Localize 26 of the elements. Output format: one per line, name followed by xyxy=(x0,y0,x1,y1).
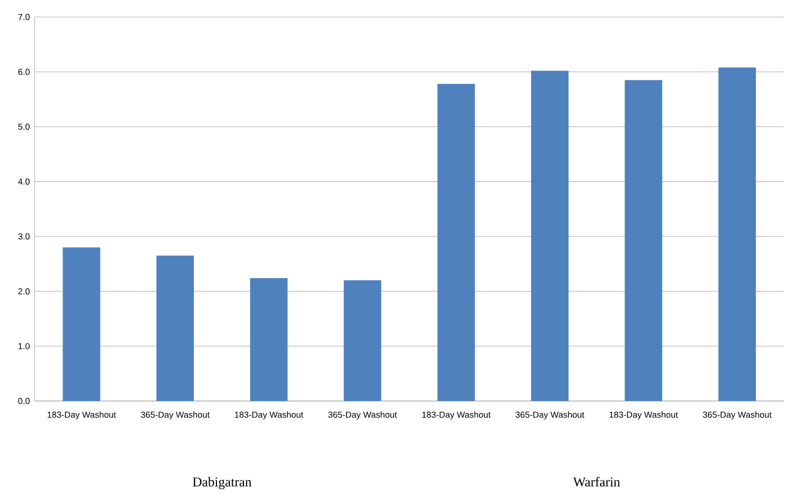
text: Dabigatran xyxy=(192,477,252,490)
y-tick-label: 1.0 xyxy=(18,343,30,350)
bar xyxy=(624,80,662,401)
bar xyxy=(718,67,756,401)
x-tick-label: 183-Day Washout xyxy=(610,411,678,420)
y-tick-label: 5.0 xyxy=(18,124,30,130)
y-tick-label: 4.0 xyxy=(18,178,30,185)
y-tick-label: 7.0 xyxy=(18,14,30,20)
y-tick-label: 6.0 xyxy=(18,68,30,75)
x-tick-label: 365-Day Washout xyxy=(328,411,397,420)
y-tick-label: 2.0 xyxy=(18,288,30,294)
y-tick-label: 3.0 xyxy=(18,233,30,240)
bar xyxy=(250,278,288,401)
text: Warfarin xyxy=(573,476,620,487)
x-tick-label: 365-Day Washout xyxy=(140,411,210,420)
x-tick-label: 183-Day Washout xyxy=(422,411,491,420)
bar xyxy=(62,247,100,401)
x-tick-label: 183-Day Washout xyxy=(234,411,304,420)
bar xyxy=(531,70,569,401)
y-tick-label: 0.0 xyxy=(18,398,30,404)
bar xyxy=(156,256,194,401)
bar xyxy=(344,280,382,401)
x-tick-label: 365-Day Washout xyxy=(702,411,772,420)
x-tick-label: 183-Day Washout xyxy=(48,411,116,420)
bar xyxy=(437,84,475,401)
x-tick-label: 365-Day Washout xyxy=(516,411,584,420)
